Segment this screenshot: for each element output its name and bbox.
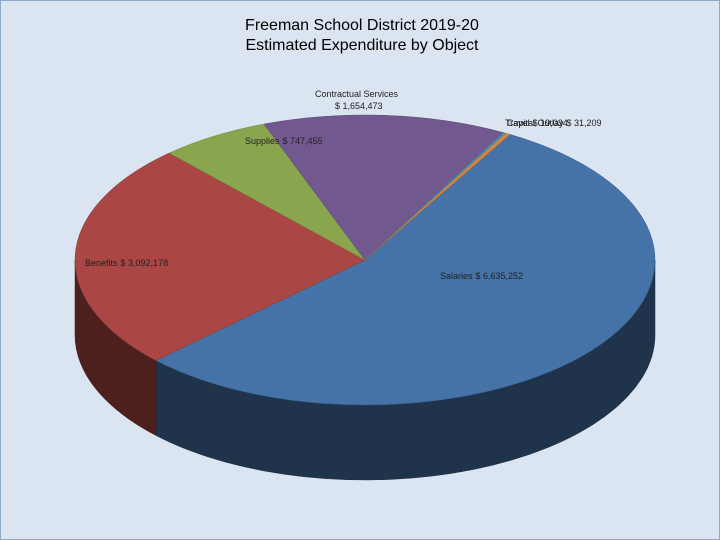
slice-category: Benefits — [85, 258, 118, 268]
slice-label: Contractual Services $ 1,654,473 — [315, 89, 399, 111]
slice-value-label: $ 1,654,473 — [335, 101, 383, 111]
slice-category: Travel — [505, 118, 530, 128]
slice-label: Salaries $ 6,635,252 — [440, 271, 523, 281]
pie-labels: Salaries $ 6,635,252 Benefits $ 3,092,178 Su… — [85, 89, 602, 281]
slice-label: Capital Outlay $ 31,209 — [507, 118, 602, 128]
pie-slice — [263, 114, 504, 261]
slice-category: Capital Outlay — [507, 118, 564, 128]
slice-label: Benefits $ 3,092,178 — [85, 258, 168, 268]
chart-title: Freeman School District 2019-20 — [245, 17, 479, 34]
slice-label: Travel $ 19,034 — [505, 118, 568, 128]
slice-value-label: $ 3,092,178 — [121, 258, 169, 268]
slice-value-label: $ 19,034 — [533, 118, 568, 128]
pie-slice — [155, 134, 656, 406]
pie-tops — [74, 114, 656, 406]
pie-slice — [74, 152, 366, 361]
pie-slice — [364, 132, 511, 261]
slice-value-label: $ 6,635,252 — [476, 271, 524, 281]
chart-subtitle: Estimated Expenditure by Object — [245, 37, 479, 54]
slice-category: Supplies — [245, 136, 280, 146]
slice-value-label: $ 747,455 — [283, 136, 323, 146]
slice-category: Salaries — [440, 271, 473, 281]
slice-label: Supplies $ 747,455 — [245, 136, 323, 146]
slice-category: Contractual Services — [315, 89, 399, 99]
slice-value-label: $ 31,209 — [567, 118, 602, 128]
